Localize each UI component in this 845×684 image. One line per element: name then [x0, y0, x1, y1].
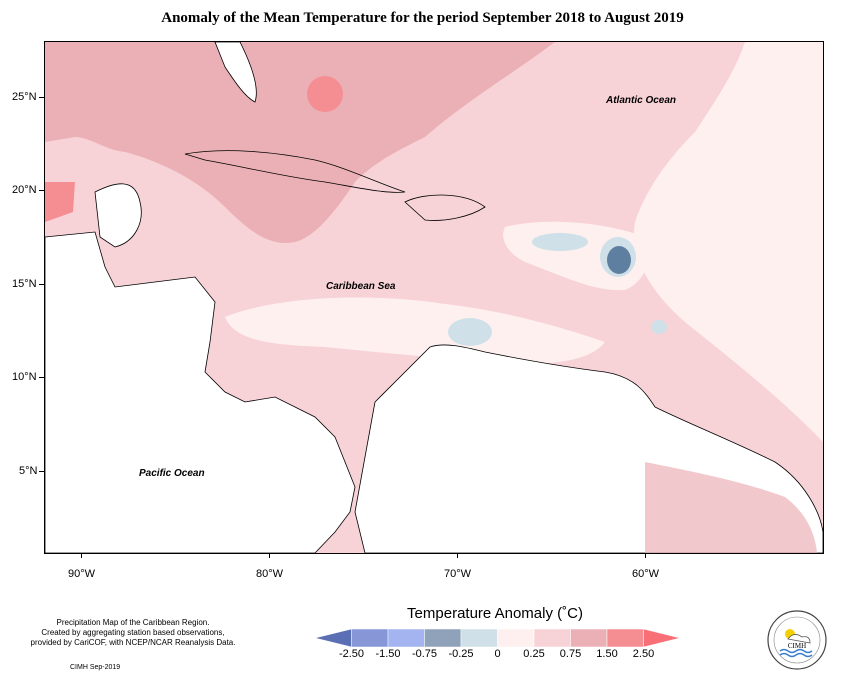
logo-text: CIMH	[788, 642, 806, 650]
lon-label-70: 70°W	[444, 568, 472, 580]
anomaly-zone-caribbean-light	[225, 297, 605, 364]
land-venezuela-guianas-tint	[645, 462, 817, 553]
label-pacific-ocean: Pacific Ocean	[139, 468, 205, 479]
color-bar-bin	[424, 628, 462, 648]
lat-label-20: 20°N	[12, 184, 37, 196]
lat-label-10: 10°N	[12, 371, 37, 383]
color-bar-bin	[643, 628, 681, 648]
color-bar	[314, 628, 681, 648]
anomaly-zone-negative-e	[651, 320, 667, 334]
color-bar-tick-label: -1.50	[375, 648, 401, 660]
credits-line: provided by CariCOF, with NCEP/NCAR Rean…	[30, 638, 236, 647]
color-bar-tick-label: 0	[494, 648, 501, 660]
color-bar-bin	[570, 628, 608, 648]
anomaly-zone-bahamas-hot	[307, 76, 343, 112]
color-bar-bin	[606, 628, 644, 648]
anomaly-zone-negative-d	[448, 318, 492, 346]
lon-label-80: 80°W	[256, 568, 284, 580]
land-hispaniola	[404, 194, 486, 221]
anomaly-zone-atlantic-light	[634, 42, 823, 442]
color-bar-tick-label: -2.50	[338, 648, 365, 660]
lon-label-60: 60°W	[632, 568, 660, 580]
lon-label-90: 90°W	[68, 568, 96, 580]
anomaly-zone-yucatan	[45, 182, 75, 222]
color-bar-bin	[387, 628, 425, 648]
anomaly-zone-negative-c	[607, 246, 631, 274]
color-bar-bin	[497, 628, 535, 648]
map-title: Anomaly of the Mean Temperature for the …	[161, 10, 684, 26]
credits-line: Precipitation Map of the Caribbean Regio…	[56, 618, 210, 627]
credits-footer: CIMH Sep-2019	[70, 664, 121, 671]
lat-label-25: 25°N	[12, 91, 37, 103]
land-florida	[214, 42, 257, 103]
legend-title: Temperature Anomaly (˚C)	[407, 605, 583, 622]
lat-label-15: 15°N	[12, 278, 37, 290]
lat-label-5: 5°N	[19, 465, 38, 477]
anomaly-zone-nw	[45, 42, 555, 243]
color-bar-bin	[351, 628, 389, 648]
label-atlantic-ocean: Atlantic Ocean	[606, 95, 677, 106]
color-bar-tick-label: 0.25	[523, 648, 545, 660]
land-cuba	[184, 150, 406, 193]
color-bar-tick-label: 2.50	[632, 648, 655, 660]
land-central-america	[45, 231, 356, 553]
color-bar-tick-label: 0.75	[559, 648, 582, 660]
color-bar-tick-label: -0.75	[411, 648, 438, 660]
credits-text: Precipitation Map of the Caribbean Regio…	[8, 618, 258, 648]
land-yucatan	[94, 183, 142, 248]
color-bar-tick-label: -0.25	[448, 648, 474, 660]
anomaly-zone-negative-a	[532, 233, 588, 251]
temperature-anomaly-map	[45, 42, 823, 553]
credits-line: Created by aggregating station based obs…	[41, 628, 225, 637]
map-panel[interactable]	[44, 41, 824, 554]
label-caribbean-sea: Caribbean Sea	[326, 281, 396, 292]
color-bar-bin	[314, 628, 352, 648]
color-bar-bin	[460, 628, 498, 648]
color-bar-tick-label: 1.50	[596, 648, 618, 660]
cimh-sun-cloud-logo-icon: CIMH	[767, 610, 827, 670]
color-bar-bin	[533, 628, 571, 648]
